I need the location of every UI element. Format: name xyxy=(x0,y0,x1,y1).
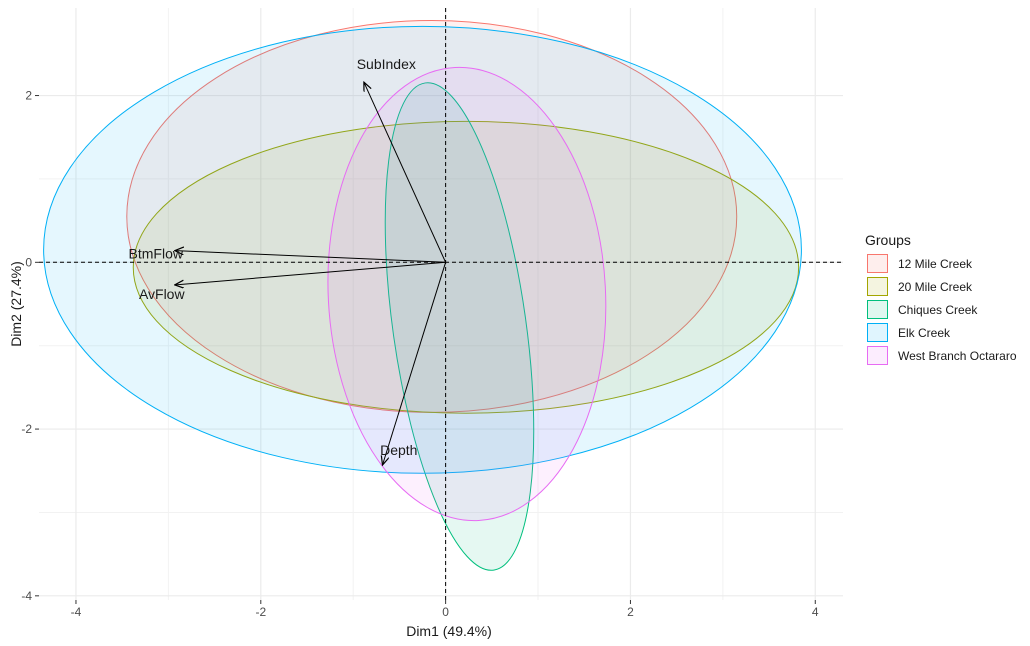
arrow-subindex xyxy=(364,83,447,263)
legend-key-bg xyxy=(866,345,889,366)
ellipse-chiques-creek xyxy=(384,82,535,571)
legend-key-bg xyxy=(866,276,889,297)
label-btmflow: BtmFlow xyxy=(129,246,184,262)
legend-label-20-mile-creek: 20 Mile Creek xyxy=(898,280,973,294)
legend-swatch-chiques-creek xyxy=(867,300,888,319)
y-axis-title: Dim2 (27.4%) xyxy=(8,261,24,347)
x-tick-label: 4 xyxy=(812,605,819,619)
ellipse-west-branch-octararo xyxy=(327,66,607,522)
x-tick-label: 0 xyxy=(442,605,449,619)
y-tick-label: 2 xyxy=(25,89,32,103)
ellipse-elk-creek xyxy=(43,25,802,474)
ellipse-20-mile-creek xyxy=(132,120,800,414)
legend-key-bg xyxy=(866,299,889,320)
legend-key-bg xyxy=(866,253,889,274)
legend-swatch-west-branch-octararo xyxy=(867,346,888,365)
grid-layer xyxy=(39,8,843,600)
legend-label-west-branch-octararo: West Branch Octararo xyxy=(898,349,1017,363)
axis-ticks: -4 -2 0 2 4 -4 -2 0 2 xyxy=(21,89,819,619)
arrow-avflow xyxy=(176,261,446,285)
x-tick-label: -2 xyxy=(255,605,266,619)
legend-swatch-elk-creek xyxy=(867,323,888,342)
legend-label-elk-creek: Elk Creek xyxy=(898,326,951,340)
variable-arrows: SubIndex BtmFlow AvFlow Depth xyxy=(129,56,447,464)
legend-swatch-20-mile-creek xyxy=(867,277,888,296)
arrow-btmflow xyxy=(176,251,446,263)
legend: Groups 12 Mile Creek 20 Mile Creek Chiques… xyxy=(865,232,1017,366)
label-avflow: AvFlow xyxy=(139,286,186,302)
x-axis-title: Dim1 (49.4%) xyxy=(406,623,492,639)
y-tick-label: -2 xyxy=(21,422,32,436)
legend-key-bg xyxy=(866,322,889,343)
label-depth: Depth xyxy=(380,442,417,458)
x-tick-label: 2 xyxy=(627,605,634,619)
label-subindex: SubIndex xyxy=(357,56,416,72)
legend-title: Groups xyxy=(865,232,911,248)
legend-label-chiques-creek: Chiques Creek xyxy=(898,303,978,317)
x-tick-label: -4 xyxy=(71,605,82,619)
arrow-depth xyxy=(383,262,447,464)
y-tick-label: 0 xyxy=(25,255,32,269)
confidence-ellipses xyxy=(43,20,802,571)
legend-swatch-12-mile-creek xyxy=(867,254,888,273)
legend-label-12-mile-creek: 12 Mile Creek xyxy=(898,257,973,271)
y-tick-label: -4 xyxy=(21,589,32,603)
